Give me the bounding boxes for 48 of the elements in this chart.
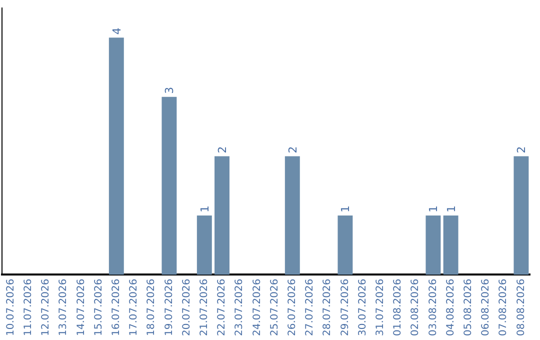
x-tick-label: 13.07.2026 bbox=[58, 278, 70, 336]
x-tick-label: 14.07.2026 bbox=[76, 278, 87, 336]
x-tick-label: 23.07.2026 bbox=[234, 278, 246, 336]
x-tick-label: 10.07.2026 bbox=[5, 278, 16, 336]
bar bbox=[443, 215, 458, 275]
x-tick-label: 31.07.2026 bbox=[374, 278, 386, 336]
x-tick-label: 11.07.2026 bbox=[22, 278, 34, 336]
x-tick-label: 30.07.2026 bbox=[357, 278, 368, 336]
bar bbox=[514, 156, 529, 275]
bar bbox=[196, 215, 212, 275]
x-tick-label: 22.07.2026 bbox=[216, 278, 228, 336]
data-label: 3 bbox=[163, 86, 176, 94]
x-tick-label: 25.07.2026 bbox=[269, 278, 280, 336]
x-tick-label: 06.08.2026 bbox=[480, 278, 492, 336]
x-tick-label: 19.07.2026 bbox=[164, 278, 175, 336]
bar bbox=[426, 215, 441, 275]
data-label: 1 bbox=[198, 205, 212, 212]
x-tick-label: 27.07.2026 bbox=[304, 278, 316, 336]
x-tick-label: 24.07.2026 bbox=[252, 278, 263, 336]
x-tick-label: 16.07.2026 bbox=[110, 278, 122, 336]
x-tick-label: 12.07.2026 bbox=[40, 278, 52, 336]
data-label: 1 bbox=[427, 205, 440, 212]
data-label: 1 bbox=[339, 205, 352, 212]
bar bbox=[108, 38, 124, 275]
x-tick-label: 05.08.2026 bbox=[462, 278, 474, 336]
data-label: 4 bbox=[110, 28, 124, 35]
x-tick-label: 20.07.2026 bbox=[181, 278, 192, 336]
data-label: 2 bbox=[515, 146, 528, 154]
x-tick-label: 28.07.2026 bbox=[322, 278, 334, 336]
x-tick-label: 03.08.2026 bbox=[428, 278, 439, 336]
data-label: 2 bbox=[216, 146, 229, 154]
x-tick-label: 01.08.2026 bbox=[392, 278, 404, 336]
data-label: 1 bbox=[444, 205, 458, 212]
x-tick-label: 07.08.2026 bbox=[498, 278, 510, 336]
x-tick-label: 17.07.2026 bbox=[128, 278, 140, 336]
x-tick-label: 18.07.2026 bbox=[146, 278, 158, 336]
x-tick-label: 21.07.2026 bbox=[198, 278, 210, 336]
data-label: 2 bbox=[286, 146, 300, 154]
x-tick-label: 02.08.2026 bbox=[410, 278, 422, 336]
bar bbox=[338, 215, 353, 275]
bar bbox=[162, 96, 177, 275]
x-tick-label: 15.07.2026 bbox=[93, 278, 104, 336]
bar bbox=[284, 156, 300, 275]
x-tick-label: 08.08.2026 bbox=[516, 278, 527, 336]
x-tick-label: 29.07.2026 bbox=[340, 278, 351, 336]
bar bbox=[214, 156, 230, 275]
x-tick-label: 04.08.2026 bbox=[445, 278, 456, 336]
x-tick-label: 26.07.2026 bbox=[286, 278, 298, 336]
